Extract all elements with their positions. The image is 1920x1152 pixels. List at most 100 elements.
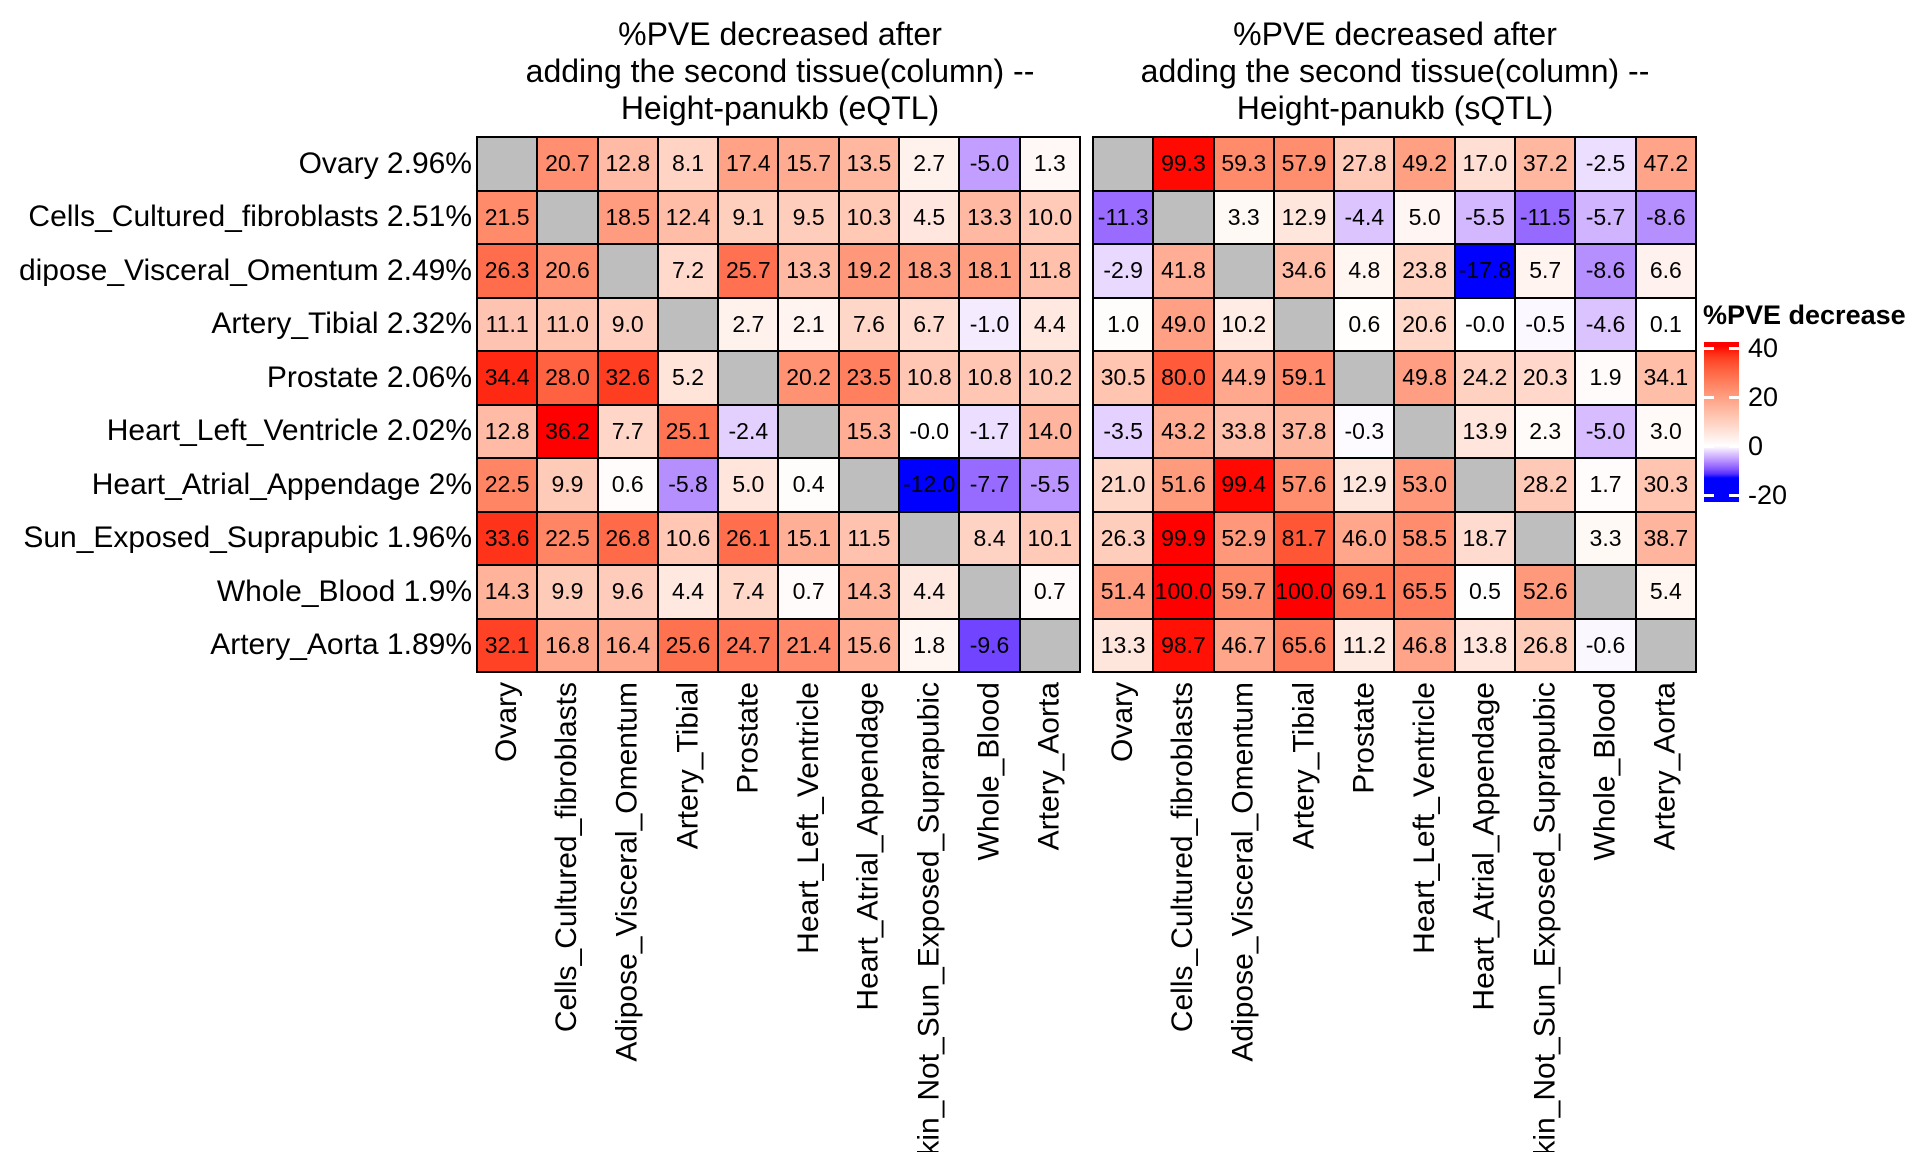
cell-value: 21.5 [484, 203, 530, 230]
heatmap-cell: -11.5 [1515, 190, 1576, 244]
legend-tick-mark [1704, 444, 1714, 448]
heatmap-cell: 26.3 [477, 244, 538, 298]
cell-value: 1.8 [913, 631, 946, 658]
heatmap-cell: 18.7 [1454, 511, 1516, 565]
heatmap-cell: 7.4 [718, 565, 779, 619]
cell-value: 3.0 [1649, 417, 1682, 444]
heatmap-cell: 98.7 [1153, 618, 1214, 672]
heatmap-cell: 11.5 [838, 511, 900, 565]
heatmap-cell: -0.3 [1334, 404, 1395, 458]
heatmap-cell: 16.4 [597, 618, 658, 672]
heatmap-cell: 53.0 [1394, 458, 1455, 512]
heatmap-cell: 41.8 [1153, 244, 1214, 298]
cell-value: 8.1 [672, 150, 705, 177]
cell-value: -17.8 [1458, 257, 1512, 284]
heatmap-cell: -5.0 [1575, 404, 1636, 458]
heatmap-cell: -8.6 [1635, 190, 1696, 244]
heatmap-cell: 46.7 [1213, 618, 1274, 672]
heatmap-cell: 18.1 [959, 244, 1020, 298]
heatmap-cell: 52.6 [1515, 565, 1576, 619]
cell-value: 5.2 [672, 364, 705, 391]
heatmap-cell: 26.8 [1515, 618, 1576, 672]
heatmap-cell: 12.9 [1334, 458, 1395, 512]
cell-value: 53.0 [1402, 471, 1448, 498]
heatmap-cell: -5.5 [1019, 458, 1080, 512]
heatmap-cell: 57.9 [1273, 137, 1335, 191]
cell-value: 33.6 [484, 524, 530, 551]
heatmap-diagonal-cell [1454, 458, 1516, 512]
heatmap-cell: 5.7 [1515, 244, 1576, 298]
cell-value: -1.0 [969, 310, 1010, 337]
cell-value: 100.0 [1275, 578, 1333, 605]
heatmap-cell: 10.8 [959, 351, 1020, 405]
cell-value: 51.6 [1161, 471, 1206, 498]
cell-value: 26.3 [1100, 524, 1146, 551]
col-label: Artery_Aorta [1648, 682, 1682, 851]
heatmap-cell: 30.5 [1093, 351, 1154, 405]
cell-value: 2.7 [913, 150, 946, 177]
heatmap-cell: 11.2 [1334, 618, 1395, 672]
cell-value: -0.3 [1344, 417, 1385, 444]
cell-value: 46.7 [1221, 631, 1267, 658]
cell-value: 36.2 [545, 417, 590, 444]
heatmap-cell: 25.7 [718, 244, 779, 298]
cell-value: 38.7 [1643, 524, 1689, 551]
heatmap-cell: 59.3 [1213, 137, 1274, 191]
heatmap-cell: 9.5 [778, 190, 839, 244]
cell-value: 41.8 [1161, 257, 1206, 284]
cell-value: 8.4 [973, 524, 1006, 551]
cell-value: 20.6 [545, 257, 590, 284]
cell-value: 11.0 [545, 310, 589, 337]
cell-value: 4.5 [913, 203, 946, 230]
cell-value: 80.0 [1161, 364, 1206, 391]
row-label: Whole_Blood 1.9% [216, 574, 472, 608]
heatmap-cell: 14.3 [477, 565, 538, 619]
cell-value: 4.4 [913, 578, 946, 605]
cell-value: 5.7 [1529, 257, 1562, 284]
heatmap-cell: 37.8 [1273, 404, 1335, 458]
heatmap-cell: -12.0 [899, 458, 960, 512]
heatmap-diagonal-cell [1575, 565, 1636, 619]
cell-value: 13.5 [846, 150, 892, 177]
col-label: Artery_Aorta [1032, 682, 1066, 851]
cell-value: 17.0 [1462, 150, 1508, 177]
heatmap-cell: 7.2 [657, 244, 719, 298]
heatmap-cell: -5.8 [657, 458, 719, 512]
col-label: Whole_Blood [972, 682, 1006, 861]
heatmap-diagonal-cell [477, 137, 538, 191]
col-label: Adipose_Visceral_Omentum [1226, 682, 1260, 1062]
heatmap-diagonal-cell [959, 565, 1020, 619]
cell-value: 14.0 [1027, 417, 1073, 444]
heatmap-cell: 80.0 [1153, 351, 1214, 405]
col-label: Prostate [1347, 682, 1381, 794]
cell-value: 4.8 [1348, 257, 1381, 284]
heatmap-cell: 59.1 [1273, 351, 1335, 405]
heatmap-cell: -0.5 [1515, 297, 1576, 351]
heatmap-cell: 15.6 [838, 618, 900, 672]
legend-tick-mark [1704, 346, 1714, 350]
cell-value: 5.0 [1408, 203, 1441, 230]
heatmap-cell: 4.8 [1334, 244, 1395, 298]
cell-value: 7.7 [611, 417, 644, 444]
heatmap-eqtl: 20.7 12.8 8.1 17.4 15.7 13.5 2.7 -5.0 1.3 21.5 18.… [476, 136, 1081, 673]
col-label: Cells_Cultured_fibroblasts [550, 682, 584, 1033]
cell-value: 0.6 [1348, 310, 1381, 337]
heatmap-cell: 34.1 [1635, 351, 1696, 405]
heatmap-cell: 12.8 [477, 404, 538, 458]
cell-value: 37.8 [1281, 417, 1327, 444]
cell-value: -3.5 [1103, 417, 1143, 444]
heatmap-cell: 13.8 [1454, 618, 1516, 672]
cell-value: 10.2 [1221, 310, 1267, 337]
cell-value: 10.3 [846, 203, 892, 230]
cell-value: -4.4 [1344, 203, 1385, 230]
cell-value: 34.4 [484, 364, 530, 391]
cell-value: -0.6 [1585, 631, 1626, 658]
heatmap-cell: 12.4 [657, 190, 719, 244]
cell-value: 15.1 [786, 524, 832, 551]
cell-value: 49.8 [1402, 364, 1448, 391]
heatmap-cell: 1.7 [1575, 458, 1636, 512]
cell-value: 0.1 [1649, 310, 1682, 337]
col-label: Heart_Atrial_Appendage [851, 682, 885, 1011]
col-label: Ovary [1106, 682, 1140, 763]
heatmap-cell: -9.6 [959, 618, 1020, 672]
